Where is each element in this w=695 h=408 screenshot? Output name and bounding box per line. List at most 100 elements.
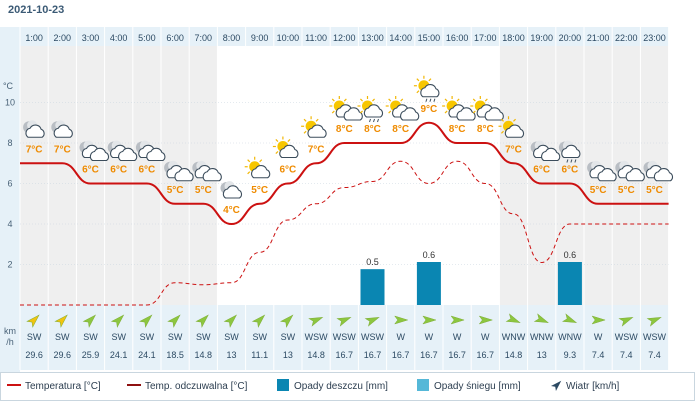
wind-arrow-icon — [139, 314, 153, 328]
wind-arrow-icon — [308, 316, 324, 327]
wind-arrow-icon — [26, 314, 40, 328]
wind-direction: W — [396, 332, 405, 342]
night-band — [76, 46, 105, 305]
sun-clouds-icon — [329, 96, 363, 121]
wind-arrow-icon — [618, 316, 634, 327]
legend-item: Temp. odczuwalna [°C] — [127, 381, 248, 392]
hour-label: 17:00 — [474, 33, 497, 43]
sun-rain-icon — [413, 75, 440, 102]
wind-direction: WSW — [643, 332, 666, 342]
hour-label: 3:00 — [82, 33, 100, 43]
moon-clouds-icon — [530, 140, 561, 162]
night-band — [499, 46, 528, 305]
wind-speed: 13 — [537, 350, 547, 360]
wind-direction: W — [481, 332, 490, 342]
wind-direction: WSW — [305, 332, 328, 342]
temperature-label: 6°C — [139, 165, 156, 176]
wind-arrow-icon — [394, 315, 409, 325]
legend-item: Opady śniegu [mm] — [417, 379, 521, 392]
temperature-label: 5°C — [251, 185, 268, 196]
temperature-label: 4°C — [223, 205, 240, 216]
temperature-label: 5°C — [618, 185, 635, 196]
wind-speed: 16.7 — [477, 350, 495, 360]
moon-clouds-icon — [643, 160, 674, 182]
night-band — [527, 46, 556, 305]
moon-clouds-icon — [135, 140, 166, 162]
moon-clouds-icon — [192, 160, 222, 182]
hour-label: 19:00 — [530, 33, 553, 43]
wind-speed: 7.4 — [648, 350, 661, 360]
wind-direction: SW — [55, 332, 70, 342]
wind-arrow-icon — [223, 314, 238, 328]
moon-rain-icon — [558, 140, 581, 163]
wind-arrow-icon — [251, 314, 266, 328]
legend-item: Wiatr [km/h] — [550, 380, 620, 392]
wind-direction: WSW — [361, 332, 384, 342]
wind-direction: W — [594, 332, 603, 342]
legend-box-swatch — [277, 379, 289, 391]
hour-label: 20:00 — [559, 33, 582, 43]
wind-arrow-icon — [550, 380, 562, 392]
hour-label: 4:00 — [110, 33, 128, 43]
temperature-label: 5°C — [167, 185, 184, 196]
wind-speed: 16.7 — [364, 350, 382, 360]
wind-speed: 29.6 — [54, 350, 72, 360]
rain-label: 0.6 — [564, 250, 577, 260]
wind-direction: W — [425, 332, 434, 342]
wind-speed: 14.8 — [195, 350, 213, 360]
hour-label: 14:00 — [389, 33, 412, 43]
forecast-date: 2021-10-23 — [8, 4, 65, 16]
wind-arrow-icon — [110, 314, 125, 328]
moon-clouds-icon — [164, 160, 194, 182]
wind-arrow-icon — [54, 314, 68, 328]
temperature-label: 7°C — [308, 144, 325, 155]
temperature-label: 6°C — [533, 165, 550, 176]
temperature-label: 6°C — [280, 165, 297, 176]
wind-speed: 16.7 — [392, 350, 410, 360]
wind-speed: 13 — [283, 350, 293, 360]
night-band — [555, 46, 584, 305]
wind-arrow-icon — [562, 313, 578, 324]
night-band — [104, 46, 133, 305]
temperature-label: 8°C — [336, 124, 353, 135]
wind-arrow-icon — [450, 315, 465, 325]
temperature-label: 6°C — [562, 165, 579, 176]
hour-label: 21:00 — [587, 33, 610, 43]
sun-clouds-icon — [442, 96, 476, 121]
wind-speed: 11.1 — [251, 350, 268, 360]
wind-speed: 14.8 — [505, 350, 523, 360]
rain-label: 0.6 — [423, 250, 436, 260]
wind-direction: SW — [224, 332, 239, 342]
temperature-label: 8°C — [392, 124, 409, 135]
legend-item: Opady deszczu [mm] — [277, 379, 388, 392]
temperature-label: 5°C — [590, 185, 607, 196]
hour-label: 22:00 — [615, 33, 638, 43]
hour-label: 15:00 — [418, 33, 441, 43]
hour-label: 11:00 — [305, 33, 327, 43]
hour-label: 23:00 — [643, 33, 666, 43]
sun-cloud-icon — [272, 136, 299, 159]
legend-label: Wiatr [km/h] — [566, 381, 620, 392]
wind-direction: WSW — [333, 332, 356, 342]
wind-panel — [20, 305, 669, 370]
wind-direction: SW — [27, 332, 42, 342]
temperature-label: 8°C — [364, 124, 381, 135]
wind-arrow-icon — [505, 313, 521, 324]
wind-unit-label: km — [4, 326, 16, 336]
wind-arrow-icon — [167, 314, 181, 328]
wind-direction: WSW — [615, 332, 638, 342]
temperature-label: 7°C — [505, 144, 522, 155]
y-tick-label: 6 — [7, 179, 12, 189]
hour-label: 8:00 — [223, 33, 241, 43]
wind-speed: 18.5 — [166, 350, 184, 360]
temperature-label: 5°C — [195, 185, 212, 196]
wind-arrow-icon — [336, 316, 352, 327]
sun-clouds-icon — [470, 96, 504, 121]
sun-cloud-icon — [498, 116, 525, 138]
moon-clouds-icon — [587, 160, 617, 182]
wind-speed: 13 — [226, 350, 236, 360]
temperature-label: 8°C — [477, 124, 494, 135]
wind-direction: SW — [168, 332, 183, 342]
legend-box-swatch — [417, 379, 429, 391]
night-band — [20, 46, 49, 305]
